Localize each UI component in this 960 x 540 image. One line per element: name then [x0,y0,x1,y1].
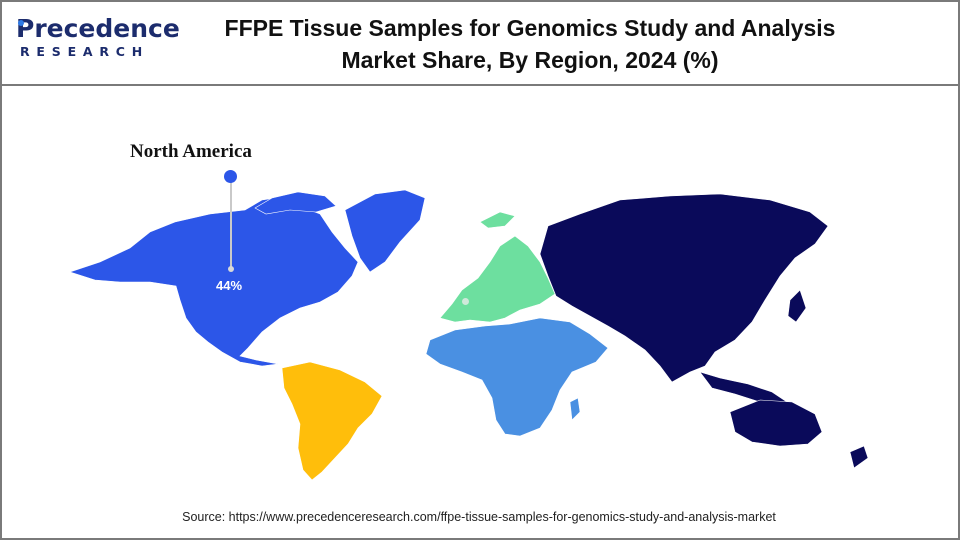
region-north-america [69,195,359,367]
region-madagascar [569,397,581,421]
region-middle-east-africa [425,317,609,437]
callout-anchor-dot [228,266,234,272]
source-citation: Source: https://www.precedenceresearch.c… [182,510,776,524]
region-asia-pacific [539,193,829,383]
region-greenland [344,189,426,273]
region-south-america [281,361,383,481]
brand-name: Precedence [16,14,180,43]
header: Precedence RESEARCH FFPE Tissue Samples … [0,0,958,86]
brand-logo: Precedence RESEARCH [16,14,180,64]
world-map [69,189,869,481]
logo-dot-icon [18,20,24,26]
region-europe [439,235,556,323]
region-southeast-asia [699,371,792,405]
region-scandinavia-iceland [479,211,516,229]
region-share-label: 44% [216,278,243,293]
chart-title-line-1: FFPE Tissue Samples for Genomics Study a… [224,15,836,41]
region-canadian-islands [254,191,337,215]
chart-title-line-2: Market Share, By Region, 2024 (%) [341,47,719,73]
region-australia [729,399,823,447]
callout-leader-line [230,176,232,270]
callout-marker-dot [224,170,237,183]
callout-region-label: North America [130,141,252,162]
region-japan [787,289,807,323]
europe-marker-dot [462,298,469,305]
brand-subtitle: RESEARCH [20,44,150,59]
chart-title: FFPE Tissue Samples for Genomics Study a… [200,12,860,76]
region-new-zealand [849,445,869,469]
